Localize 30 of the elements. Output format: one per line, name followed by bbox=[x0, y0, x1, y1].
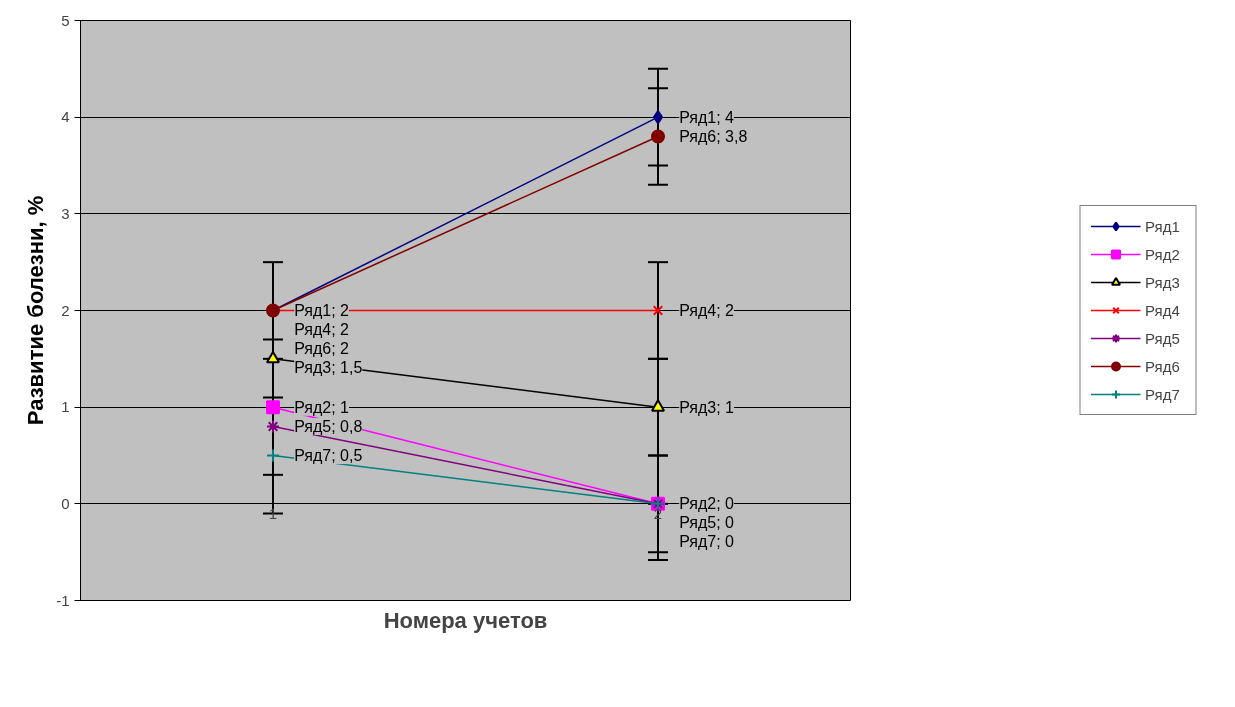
data-label: Ряд3; 1 bbox=[679, 398, 735, 416]
data-label: Ряд6; 3,8 bbox=[679, 128, 748, 145]
data-label: Ряд2; 1 bbox=[294, 398, 350, 416]
data-label: Ряд7; 0 bbox=[679, 533, 735, 551]
x-axis-title: Номера учетов bbox=[383, 607, 548, 633]
legend-label: Ряд4 bbox=[1145, 301, 1181, 319]
y-tick-label: 0 bbox=[61, 494, 70, 512]
data-label: Ряд3; 1,5 bbox=[294, 359, 363, 376]
legend-label: Ряд3 bbox=[1145, 273, 1181, 291]
data-label: Ряд4; 2 bbox=[294, 321, 350, 338]
data-label: Ряд7; 0,5 bbox=[294, 447, 363, 464]
data-label: Ряд5; 0,8 bbox=[294, 418, 363, 435]
legend-label: Ряд2 bbox=[1145, 245, 1181, 263]
data-label: Ряд6; 2 bbox=[294, 340, 350, 357]
data-label: Ряд1; 4 bbox=[679, 108, 735, 126]
data-label: Ряд4; 2 bbox=[679, 302, 735, 319]
legend-label: Ряд1 bbox=[1145, 217, 1181, 235]
y-tick-label: 1 bbox=[61, 398, 70, 416]
y-tick-label: 3 bbox=[61, 204, 70, 222]
legend-label: Ряд6 bbox=[1145, 357, 1181, 375]
legend-label: Ряд7 bbox=[1145, 385, 1181, 403]
y-tick-label: 2 bbox=[61, 301, 70, 319]
y-tick-label: 5 bbox=[61, 11, 70, 29]
data-label: Ряд2; 0 bbox=[679, 495, 735, 513]
y-tick-label: 4 bbox=[61, 108, 70, 126]
data-label: Ряд5; 0 bbox=[679, 514, 735, 532]
legend-label: Ряд5 bbox=[1145, 329, 1181, 347]
y-axis-title: Развитие болезни, % bbox=[23, 195, 49, 426]
y-tick-label: -1 bbox=[56, 591, 70, 609]
data-label: Ряд1; 2 bbox=[294, 302, 350, 319]
